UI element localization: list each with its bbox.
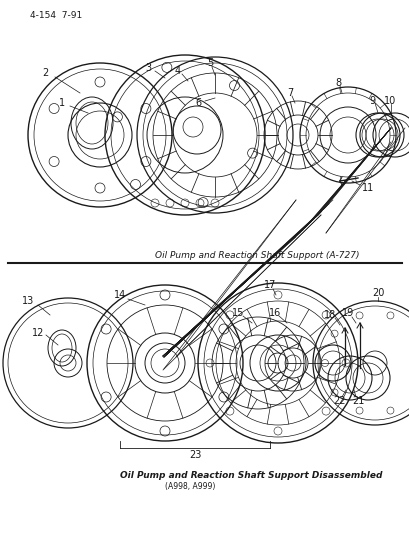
Text: 4-154  7-91: 4-154 7-91 xyxy=(30,11,82,20)
Text: 10: 10 xyxy=(383,96,395,106)
Text: 9: 9 xyxy=(368,96,374,106)
Text: (A998, A999): (A998, A999) xyxy=(164,482,215,491)
Text: 5: 5 xyxy=(207,58,213,68)
Text: 16: 16 xyxy=(268,308,281,318)
Text: Oil Pump and Reaction Shaft Support Disassembled: Oil Pump and Reaction Shaft Support Disa… xyxy=(120,471,382,480)
Text: 22: 22 xyxy=(333,396,346,406)
Text: 6: 6 xyxy=(194,98,200,108)
Text: 23: 23 xyxy=(189,450,201,460)
Text: 15: 15 xyxy=(231,308,244,318)
Text: 7: 7 xyxy=(286,88,292,98)
Text: 14: 14 xyxy=(114,290,126,300)
Text: 8: 8 xyxy=(334,78,340,88)
Text: 4: 4 xyxy=(175,66,181,76)
Text: 21: 21 xyxy=(351,396,363,406)
Text: 13: 13 xyxy=(22,296,34,306)
Text: 3: 3 xyxy=(145,63,151,73)
Text: 19: 19 xyxy=(341,308,353,318)
Text: 1: 1 xyxy=(59,98,65,108)
Text: 18: 18 xyxy=(323,310,335,320)
Text: 2: 2 xyxy=(42,68,48,78)
Text: 20: 20 xyxy=(371,288,383,298)
Text: 12: 12 xyxy=(32,328,44,338)
Text: 11: 11 xyxy=(361,183,373,193)
Text: Oil Pump and Reaction Shaft Support (A-727): Oil Pump and Reaction Shaft Support (A-7… xyxy=(155,251,359,260)
Text: 17: 17 xyxy=(263,280,276,290)
